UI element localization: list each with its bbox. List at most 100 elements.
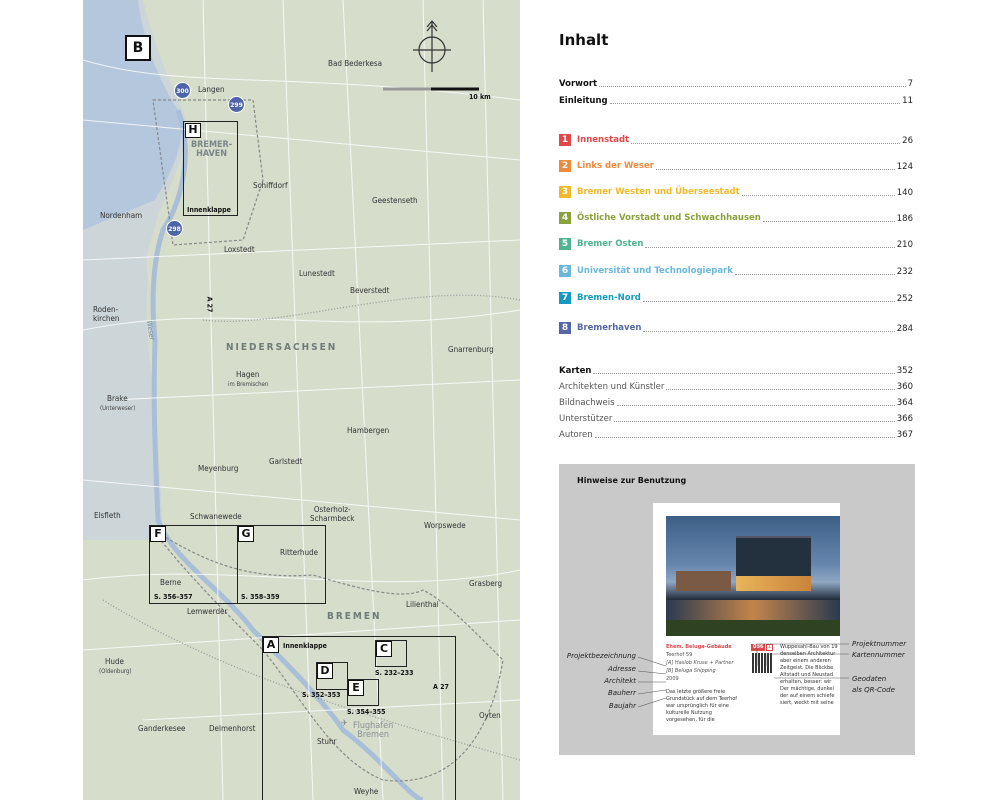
toc-label: Links der Weser — [577, 161, 654, 171]
toc-page: 352 — [896, 366, 913, 376]
region-label: BREMEN — [327, 611, 382, 622]
map-detail-box-e[interactable] — [347, 679, 379, 706]
toc-page: 364 — [896, 398, 913, 408]
place-label: Roden- kirchen — [93, 305, 120, 323]
page-title: Inhalt — [559, 31, 609, 49]
toc-page: 366 — [896, 414, 913, 424]
place-sublabel: im Bremischen — [228, 381, 269, 388]
toc-label: Vorwort — [559, 79, 598, 89]
toc-chapter-7[interactable]: 7 Bremen-Nord 252 — [559, 291, 913, 304]
box-caption: S. 232–233 — [375, 669, 414, 677]
place-label: Lemwerder — [187, 607, 228, 616]
map-detail-box-h[interactable] — [183, 121, 238, 216]
toc-chapter-4[interactable]: 4 Östliche Vorstadt und Schwachhausen 186 — [559, 211, 913, 224]
sample-project-number: 086 — [751, 644, 766, 651]
place-label: Langen — [198, 85, 225, 94]
place-label: Lilienthal — [406, 600, 439, 609]
toc-entry[interactable]: Architekten und Künstler 360 — [559, 380, 913, 392]
toc-page: 186 — [896, 214, 913, 224]
map-key-e: E — [348, 680, 364, 696]
annotation-label: Baujahr — [608, 702, 636, 710]
toc-page: 11 — [902, 96, 913, 106]
toc-chapter-2[interactable]: 2 Links der Weser 124 — [559, 159, 913, 172]
place-label: Nordenham — [100, 211, 143, 220]
toc-label: Bremer Osten — [577, 239, 644, 249]
sample-map-number: 1 — [766, 644, 774, 651]
annotation-leaders — [637, 643, 849, 708]
map-key-g: G — [238, 526, 254, 542]
toc-entry[interactable]: Karten 352 — [559, 364, 913, 376]
place-label: Gnarrenburg — [448, 345, 494, 354]
map-detail-box-g[interactable] — [237, 525, 326, 604]
toc-label: Universität und Technologiepark — [577, 266, 733, 276]
annotation-label: Adresse — [607, 665, 636, 673]
sample-project-name: Ehem. Beluga-Gebäude — [666, 644, 732, 650]
toc-entry[interactable]: Einleitung 11 — [559, 94, 913, 106]
overview-map[interactable]: 10 km B Bad Bederkesa Langen BREMER- HAV… — [83, 0, 520, 800]
toc-chapter-5[interactable]: 5 Bremer Osten 210 — [559, 237, 913, 250]
map-key-b: B — [125, 35, 151, 61]
contents-page: Inhalt Vorwort 7 Einleitung 11 1 Innenstadt… — [559, 0, 915, 800]
toc-page: 367 — [896, 430, 913, 440]
map-detail-box-a[interactable] — [262, 636, 456, 800]
place-label: Ritterhude — [280, 548, 319, 557]
place-label: Stuhr — [317, 737, 337, 746]
scale-label: 10 km — [469, 93, 491, 101]
toc-entry[interactable]: Unterstützer 366 — [559, 412, 913, 424]
annotation-label: Projektnummer — [852, 640, 907, 648]
toc-entry[interactable]: Vorwort 7 — [559, 77, 913, 89]
annotation-label: Kartennummer — [852, 651, 905, 659]
toc-label: Einleitung — [559, 96, 608, 106]
toc-entry[interactable]: Autoren 367 — [559, 428, 913, 440]
place-label: Geestenseth — [372, 196, 418, 205]
place-label: Lunestedt — [299, 269, 335, 278]
place-label: Brake — [107, 394, 128, 403]
compass-icon — [413, 20, 451, 72]
place-label: Beverstedt — [350, 286, 390, 295]
box-caption: S. 356–357 — [154, 593, 193, 601]
place-label: Hude — [105, 657, 124, 666]
usage-hint-box: Hinweise zur Benutzung Ehem. Beluga-Gebä… — [559, 464, 915, 755]
toc-chapter-1[interactable]: 1 Innenstadt 26 — [559, 133, 913, 146]
toc-label: Autoren — [559, 430, 593, 440]
sample-body-left: Das letzte größere freie Grundstück auf … — [666, 689, 738, 723]
place-label: Osterholz- Scharmbeck — [310, 505, 355, 523]
annotation-label: Bauherr — [607, 689, 636, 697]
sample-photo — [666, 516, 840, 636]
box-caption: Innenklappe — [187, 206, 231, 214]
place-label: Schwanewede — [190, 512, 242, 521]
project-pin[interactable]: 298 — [166, 220, 183, 237]
annotation-label: Architekt — [604, 677, 636, 685]
sample-page: Ehem. Beluga-Gebäude Teerhof 59 [A] Hasl… — [653, 503, 840, 735]
place-label: Grasberg — [469, 579, 503, 588]
map-key-a: A — [263, 637, 279, 653]
toc-label: Innenstadt — [577, 135, 630, 145]
chapter-number: 7 — [559, 292, 571, 304]
toc-chapter-8[interactable]: 8 Bremerhaven 284 — [559, 321, 913, 334]
map-key-f: F — [150, 526, 166, 542]
toc-label: Bremerhaven — [577, 323, 642, 333]
chapter-number: 8 — [559, 322, 571, 334]
map-detail-box-c[interactable] — [375, 640, 407, 667]
toc-label: Architekten und Künstler — [559, 382, 665, 392]
chapter-number: 3 — [559, 186, 571, 198]
annotation-label: Geodaten als QR-Code — [852, 675, 895, 694]
annotation-label: Projektbezeichnung — [566, 652, 636, 660]
map-key-d: D — [317, 663, 333, 679]
road-label: A 27 — [433, 683, 449, 691]
toc-chapter-3[interactable]: 3 Bremer Westen und Überseestadt 140 — [559, 185, 913, 198]
sample-client: [B] Beluga Shipping — [666, 668, 716, 674]
toc-entry[interactable]: Bildnachweis 364 — [559, 396, 913, 408]
chapter-number: 4 — [559, 212, 571, 224]
project-pin[interactable]: 299 — [228, 96, 245, 113]
place-label: Oyten — [479, 711, 501, 720]
toc-chapter-6[interactable]: 6 Universität und Technologiepark 232 — [559, 264, 913, 277]
map-key-c: C — [376, 641, 392, 657]
toc-page: 360 — [896, 382, 913, 392]
map-detail-box-d[interactable] — [316, 662, 348, 690]
project-pin[interactable]: 300 — [174, 82, 191, 99]
place-label: Berne — [160, 578, 182, 587]
region-label: NIEDERSACHSEN — [226, 342, 338, 353]
toc-page: 26 — [902, 136, 913, 146]
toc-label: Unterstützer — [559, 414, 613, 424]
